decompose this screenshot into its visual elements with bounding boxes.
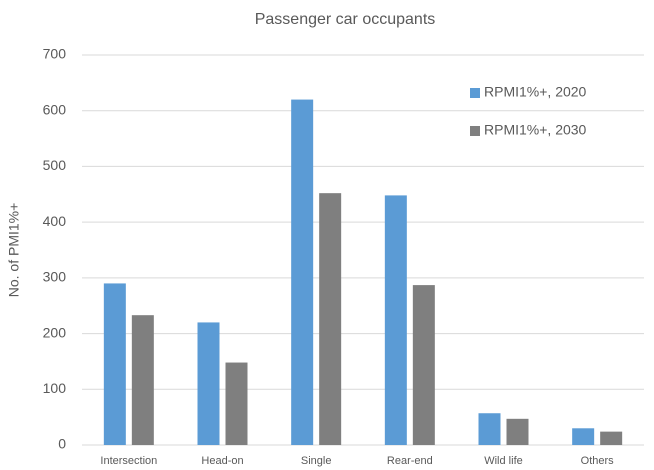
y-axis-label: No. of PMI1%+ [6, 203, 22, 298]
y-tick-label: 700 [43, 46, 67, 62]
bar [506, 418, 529, 445]
x-tick-label: Wild life [484, 455, 523, 467]
x-tick-label: Intersection [100, 455, 157, 467]
x-tick-label: Single [301, 455, 332, 467]
bar [291, 99, 314, 446]
x-tick-label: Others [581, 455, 615, 467]
legend-swatch [470, 88, 480, 98]
y-tick-label: 200 [43, 324, 67, 340]
legend-label: RPMI1%+, 2030 [484, 122, 587, 138]
x-tick-label: Head-on [201, 455, 243, 467]
legend-swatch [470, 126, 480, 136]
y-tick-label: 100 [43, 380, 67, 396]
y-tick-label: 0 [58, 436, 66, 452]
bar [412, 285, 435, 445]
bar [225, 362, 248, 445]
legend-label: RPMI1%+, 2020 [484, 84, 587, 100]
bar [600, 431, 623, 445]
bar [319, 193, 342, 445]
y-tick-label: 500 [43, 157, 67, 173]
bar [197, 322, 220, 445]
bar [572, 428, 595, 445]
bar [103, 283, 126, 445]
y-tick-label: 300 [43, 269, 67, 285]
y-tick-label: 600 [43, 101, 67, 117]
x-tick-label: Rear-end [387, 455, 433, 467]
y-tick-label: 400 [43, 213, 67, 229]
bar [384, 195, 407, 445]
chart-title: Passenger car occupants [255, 11, 436, 28]
bar [478, 413, 501, 445]
bar [131, 315, 154, 445]
